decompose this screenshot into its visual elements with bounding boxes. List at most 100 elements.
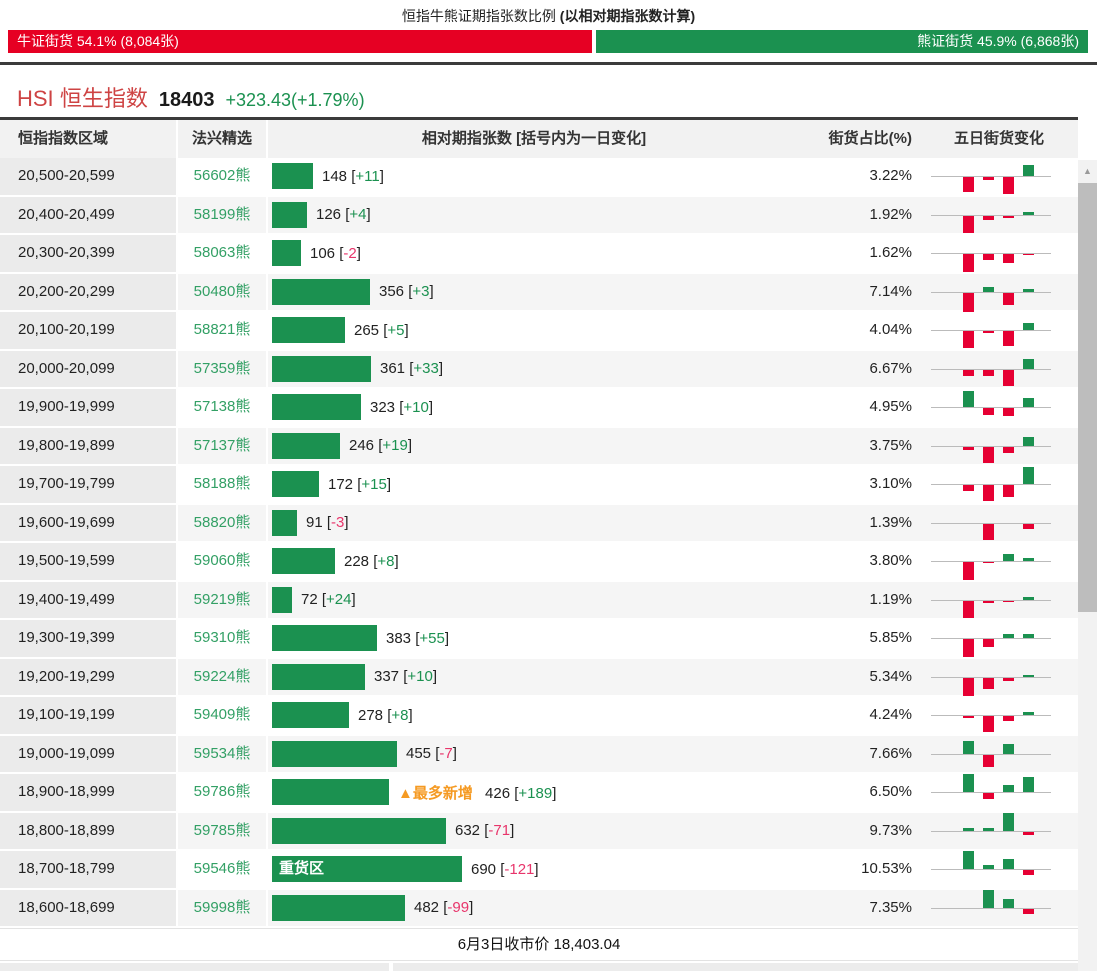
table-row[interactable]: 20,300-20,399 58063熊 106 [-2] 1.62% xyxy=(0,235,1078,274)
street-pct-cell: 7.14% xyxy=(800,273,920,310)
table-row[interactable]: 18,600-18,699 59998熊 482 [-99] 7.35% xyxy=(0,889,1078,928)
oi-bar xyxy=(272,471,319,498)
five-day-sparkline xyxy=(931,659,1051,696)
table-row[interactable]: 20,000-20,099 57359熊 361 [+33] 6.67% xyxy=(0,350,1078,389)
index-range-cell: 20,300-20,399 xyxy=(0,235,178,272)
street-pct-cell: 5.85% xyxy=(800,620,920,657)
sparkline-baseline xyxy=(931,599,1051,601)
warrant-code-link[interactable]: 57138熊 xyxy=(178,389,268,426)
scrollbar-up-arrow-icon[interactable]: ▲ xyxy=(1083,166,1092,176)
warrant-code-link[interactable]: 59546熊 xyxy=(178,851,268,888)
table-row[interactable]: 19,000-19,099 59534熊 455 [-7] 7.66% xyxy=(0,735,1078,774)
oi-value-text: 632 [-71] xyxy=(455,822,515,840)
warrant-code-link[interactable]: 56602熊 xyxy=(178,158,268,195)
spark-bar-down xyxy=(1003,292,1014,305)
warrant-code-link[interactable]: 57359熊 xyxy=(178,350,268,387)
table-row[interactable]: 20,500-20,599 56602熊 148 [+11] 3.22% xyxy=(0,158,1078,197)
oi-bar-cell: 383 [+55] xyxy=(268,620,800,657)
oi-value-text: 337 [+10] xyxy=(374,668,437,686)
spark-bar-up xyxy=(1003,812,1014,831)
index-range-cell: 19,000-19,099 xyxy=(0,735,178,772)
oi-bar-cell: 91 [-3] xyxy=(268,504,800,541)
five-day-sparkline xyxy=(931,505,1051,541)
spark-bar-up xyxy=(1023,165,1034,176)
table-row[interactable]: 19,400-19,499 59219熊 72 [+24] 1.19% xyxy=(0,581,1078,620)
warrant-code-link[interactable]: 58188熊 xyxy=(178,466,268,503)
oi-bar xyxy=(272,240,301,267)
oi-bar-cell: 278 [+8] xyxy=(268,697,800,734)
five-day-sparkline xyxy=(931,197,1051,233)
warrant-code-link[interactable]: 59786熊 xyxy=(178,774,268,811)
oi-value: 265 xyxy=(354,321,380,339)
warrant-code-link[interactable]: 59060熊 xyxy=(178,543,268,580)
table-row[interactable]: 19,600-19,699 58820熊 91 [-3] 1.39% xyxy=(0,504,1078,543)
page-title-paren: (以相对期指张数计算) xyxy=(559,8,696,24)
table-row[interactable]: 19,200-19,299 59224熊 337 [+10] 5.34% xyxy=(0,658,1078,697)
sparkline-baseline xyxy=(931,176,1051,177)
warrant-code-link[interactable]: 58063熊 xyxy=(178,235,268,272)
table-row[interactable]: 18,800-18,899 59785熊 632 [-71] 9.73% xyxy=(0,812,1078,851)
oi-value: 426 xyxy=(485,784,511,802)
spark-bar-down xyxy=(963,369,974,376)
index-range-cell: 19,500-19,599 xyxy=(0,543,178,580)
warrant-code-link[interactable]: 59534熊 xyxy=(178,735,268,772)
table-row[interactable]: 20,100-20,199 58821熊 265 [+5] 4.04% xyxy=(0,312,1078,351)
spark-bar-down xyxy=(963,177,974,192)
oi-bar xyxy=(272,779,389,806)
warrant-code-link[interactable]: 59310熊 xyxy=(178,620,268,657)
table-row[interactable]: 20,200-20,299 50480熊 356 [+3] 7.14% xyxy=(0,273,1078,312)
spark-bar-up xyxy=(963,740,974,754)
table-row[interactable]: 20,400-20,499 58199熊 126 [+4] 1.92% xyxy=(0,196,1078,235)
index-range-cell: 20,500-20,599 xyxy=(0,158,178,195)
spark-bar-down xyxy=(983,562,994,563)
table-row[interactable]: 18,900-18,999 59786熊 ▲最多新增 426 [+189] 6.… xyxy=(0,774,1078,813)
warrant-code-link[interactable]: 50480熊 xyxy=(178,273,268,310)
index-range-cell: 18,600-18,699 xyxy=(0,889,178,926)
oi-value-text: 361 [+33] xyxy=(380,360,443,378)
warrant-code-link[interactable]: 58820熊 xyxy=(178,504,268,541)
table-row[interactable]: 19,300-19,399 59310熊 383 [+55] 5.85% xyxy=(0,620,1078,659)
spark-bar-up xyxy=(1003,785,1014,792)
table-row[interactable]: 18,700-18,799 59546熊 重货区 690 [-121] 10.5… xyxy=(0,851,1078,890)
table-row[interactable]: 19,500-19,599 59060熊 228 [+8] 3.80% xyxy=(0,543,1078,582)
street-pct-cell: 7.66% xyxy=(800,735,920,772)
spark-cell xyxy=(920,427,1078,464)
oi-daily-change: -7 xyxy=(439,745,453,763)
warrant-code-link[interactable]: 59785熊 xyxy=(178,812,268,849)
warrant-code-link[interactable]: 57137熊 xyxy=(178,427,268,464)
spark-bar-down xyxy=(1003,408,1014,416)
table-row[interactable]: 19,800-19,899 57137熊 246 [+19] 3.75% xyxy=(0,427,1078,466)
warrant-code-link[interactable]: 59224熊 xyxy=(178,658,268,695)
spark-bar-down xyxy=(963,254,974,272)
spark-bar-down xyxy=(963,639,974,657)
oi-daily-change: +8 xyxy=(391,706,409,724)
spark-bar-up xyxy=(1023,712,1034,715)
spark-bar-up xyxy=(983,827,994,831)
warrant-code-link[interactable]: 58821熊 xyxy=(178,312,268,349)
oi-value: 278 xyxy=(358,706,384,724)
close-price-line: 6月3日收市价 18,403.04 xyxy=(0,928,1078,961)
warrant-code-link[interactable]: 58199熊 xyxy=(178,196,268,233)
spark-bar-down xyxy=(1003,177,1014,194)
spark-bar-down xyxy=(963,485,974,491)
oi-bar-cell: 265 [+5] xyxy=(268,312,800,349)
oi-bar xyxy=(272,663,365,690)
next-section-partial-right xyxy=(393,963,1078,971)
oi-value-text: 356 [+3] xyxy=(379,283,434,301)
table-scrollbar[interactable]: ▲ xyxy=(1078,160,1097,971)
warrant-code-link[interactable]: 59998熊 xyxy=(178,889,268,926)
warrant-code-link[interactable]: 59219熊 xyxy=(178,581,268,618)
table-row[interactable]: 19,700-19,799 58188熊 172 [+15] 3.10% xyxy=(0,466,1078,505)
warrant-code-link[interactable]: 59409熊 xyxy=(178,697,268,734)
oi-daily-change: -2 xyxy=(343,244,357,262)
spark-bar-down xyxy=(983,485,994,501)
table-row[interactable]: 19,100-19,199 59409熊 278 [+8] 4.24% xyxy=(0,697,1078,736)
five-day-sparkline xyxy=(931,697,1051,733)
spark-bar-down xyxy=(963,215,974,233)
table-row[interactable]: 19,900-19,999 57138熊 323 [+10] 4.95% xyxy=(0,389,1078,428)
spark-bar-down xyxy=(1023,523,1034,529)
oi-bar-cell: 126 [+4] xyxy=(268,196,800,233)
five-day-sparkline xyxy=(931,582,1051,618)
scrollbar-thumb[interactable] xyxy=(1078,183,1097,612)
spark-bar-up xyxy=(963,391,974,407)
